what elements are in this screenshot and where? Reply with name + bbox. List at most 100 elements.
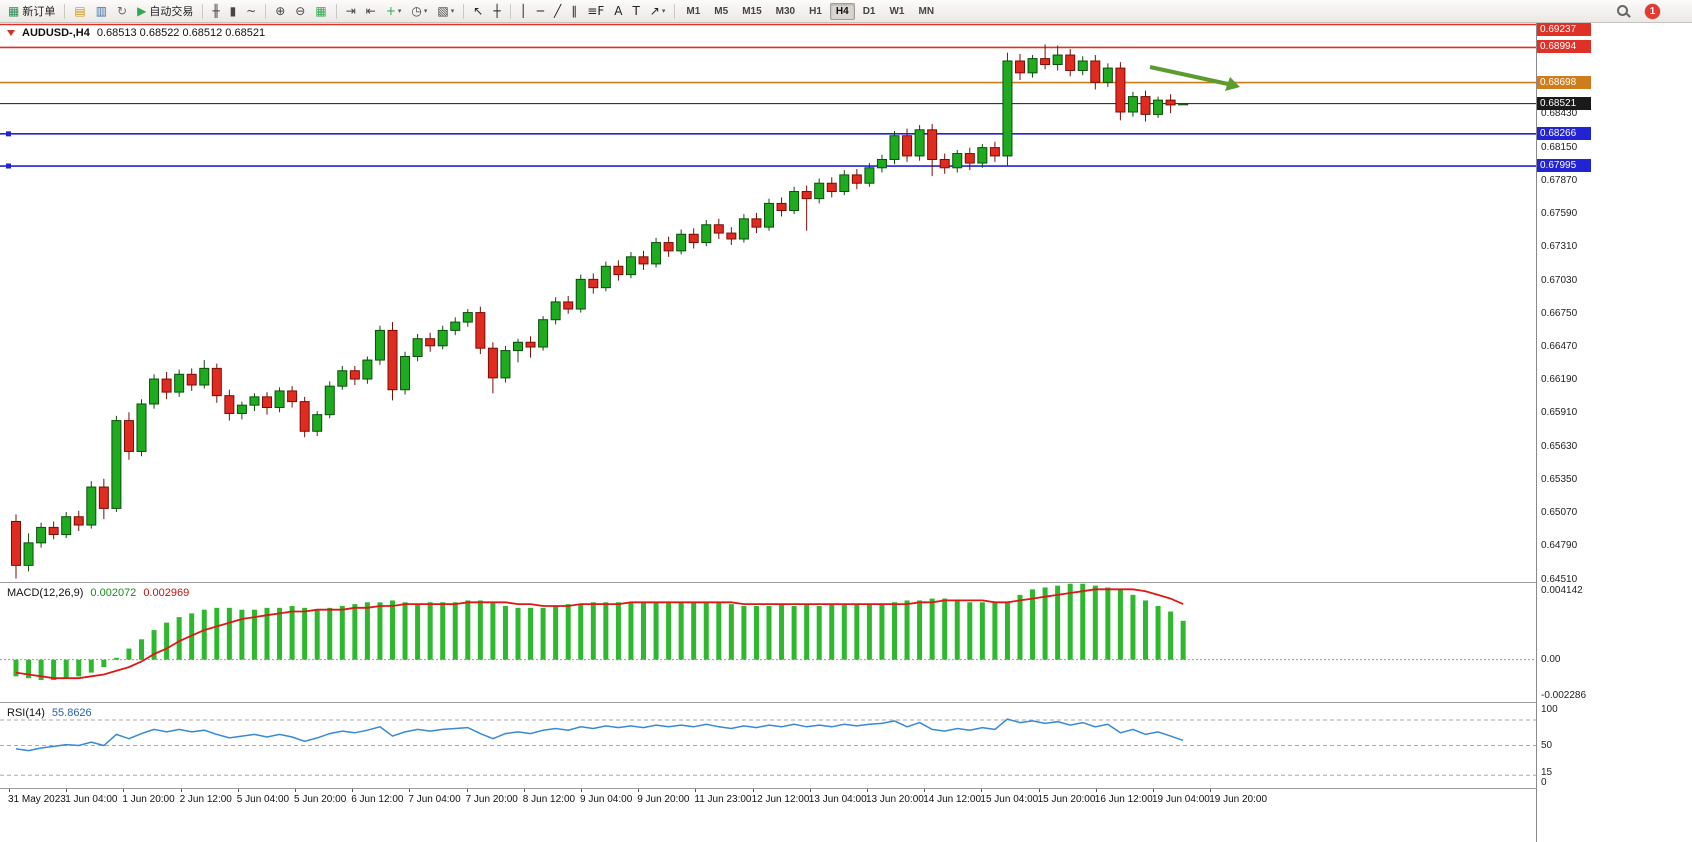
label-icon[interactable]: T [628,1,643,22]
price-label-chip: 0.67995 [1537,159,1591,172]
trendline-icon[interactable]: ╱ [550,1,565,22]
price-label-chip: 0.68521 [1537,96,1591,110]
price-chart-panel[interactable]: AUDUSD-,H4 0.68513 0.68522 0.68512 0.685… [0,23,1536,582]
macd-panel[interactable]: MACD(12,26,9) 0.002072 0.002969 [0,583,1536,702]
time-label: 31 May 2023 [8,794,66,805]
time-tick [867,789,868,792]
candlestick-chart-icon[interactable]: ▮ [226,1,241,22]
time-tick [123,789,125,792]
price-tick-label: 0.65910 [1541,407,1578,419]
templates-icon[interactable]: ▧ ▾ [433,1,458,22]
time-label: 7 Jun 20:00 [465,794,518,805]
cursor-icon[interactable]: ↖ [469,1,487,22]
timeframe-h1[interactable]: H1 [809,5,822,17]
symbol-period-label: AUDUSD-,H4 [22,27,90,39]
horizontal-lines[interactable] [0,23,1536,169]
price-label-chip: 0.68994 [1537,40,1591,54]
time-label: 13 Jun 04:00 [808,794,867,805]
time-axis[interactable]: 31 May 2023 1 Jun 04:00 1 Jun 20:00 2 Jun 1… [0,789,1536,811]
bar-chart-icon[interactable]: ╫ [208,1,223,22]
time-tick [809,789,811,792]
chart-window-icon-glyph: ▤ [74,4,86,18]
macd-canvas[interactable] [0,583,1536,702]
price-chart-canvas[interactable] [0,23,1536,582]
cursor-icon-glyph: ↖ [473,4,484,18]
panel-separator[interactable] [0,702,1692,703]
toolbar-separator [64,3,66,19]
time-tick [466,789,468,792]
price-tick-label: 0.67870 [1541,174,1578,186]
channel-icon-glyph: ∥ [571,4,578,18]
time-tick [9,789,10,792]
timeframe-m15[interactable]: M15 [742,5,762,17]
price-tick-label: 0.67030 [1541,274,1578,286]
time-label: 7 Jun 04:00 [408,794,461,805]
time-tick [981,789,983,792]
new-order-button[interactable]: ▦ 新订单 [4,1,59,22]
price-axis[interactable]: 0.68430 0.68150 0.67870 0.67590 0.67310 0.670… [1536,23,1692,842]
vertical-line-icon[interactable]: │ [516,1,531,22]
zoom-out-icon-glyph: ⊖ [295,4,306,18]
chart-shift-icon[interactable]: ⇤ [362,1,380,22]
time-tick [409,789,411,792]
timeframe-d1[interactable]: D1 [862,5,876,17]
channel-icon[interactable]: ∥ [567,1,581,22]
periods-icon[interactable]: ◷ ▾ [407,1,431,22]
time-label: 13 Jun 20:00 [866,794,924,805]
text-icon[interactable]: A [610,1,626,22]
timeframe-m5[interactable]: M5 [714,5,729,17]
auto-scroll-icon[interactable]: ⇥ [342,1,360,22]
refresh-icon[interactable]: ↻ [113,1,131,22]
chart-window-icon[interactable]: ▤ [70,1,89,22]
timeframe-m30[interactable]: M30 [775,5,796,17]
rsi-panel[interactable]: RSI(14) 55.8626 [0,703,1536,788]
horizontal-line-icon[interactable]: ─ [533,1,548,22]
timeframe-mn[interactable]: MN [918,5,935,17]
time-label: 6 Jun 12:00 [351,794,404,805]
zoom-out-icon[interactable]: ⊖ [291,1,309,22]
toolbar-separator [463,3,465,19]
tile-windows-icon[interactable]: ▦ [311,1,330,22]
search-icon-circle [1617,4,1628,16]
rsi-canvas[interactable] [0,703,1536,788]
caret-down-icon: ▾ [423,7,428,15]
time-tick [66,789,68,792]
time-label: 5 Jun 20:00 [294,794,347,805]
time-label: 2 Jun 12:00 [179,794,232,805]
auto-trading-button-glyph: ▶ [137,4,147,18]
line-chart-icon[interactable]: ~ [242,1,260,22]
symbol-marker-icon [7,30,15,36]
market-watch-icon[interactable]: ▥ [92,1,111,22]
new-order-button-glyph: ▦ [8,4,20,18]
indicators-icon[interactable]: + ▾ [382,1,406,22]
chart-shift-icon-glyph: ⇤ [365,4,376,18]
panel-separator[interactable] [0,582,1692,583]
trend-arrow[interactable] [1149,65,1240,91]
zoom-in-icon[interactable]: ⊕ [271,1,289,22]
notification-badge[interactable]: 1 [1645,3,1660,19]
time-tick [1095,789,1097,792]
search-icon[interactable] [1616,4,1631,19]
time-label: 14 Jun 12:00 [923,794,982,805]
fibonacci-icon[interactable]: ≡F [583,1,608,22]
ohlc-label: 0.68513 0.68522 0.68512 0.68521 [96,27,266,39]
arrows-icon[interactable]: ↗ ▾ [646,1,670,22]
time-tick [581,789,582,792]
auto-trading-button[interactable]: ▶ 自动交易 [133,1,197,22]
time-label: 1 Jun 20:00 [122,794,175,805]
macd-scale-label: 0.00 [1541,653,1561,665]
macd-histogram [13,583,1186,681]
crosshair-icon[interactable]: ┼ [489,1,504,22]
rsi-scale-label: 15 [1541,767,1553,779]
crosshair-icon-glyph: ┼ [493,4,501,18]
time-tick [695,789,697,792]
timeframe-h4[interactable]: H4 [829,2,855,20]
time-tick [638,789,640,792]
price-tick-label: 0.66470 [1541,341,1578,352]
timeframe-w1[interactable]: W1 [889,5,905,17]
price-tick-label: 0.65350 [1541,473,1578,485]
timeframe-m1[interactable]: M1 [686,5,701,17]
rsi-value: 55.8626 [51,707,92,719]
toolbar-separator [335,3,337,19]
macd-scale-label: 0.004142 [1541,585,1583,596]
